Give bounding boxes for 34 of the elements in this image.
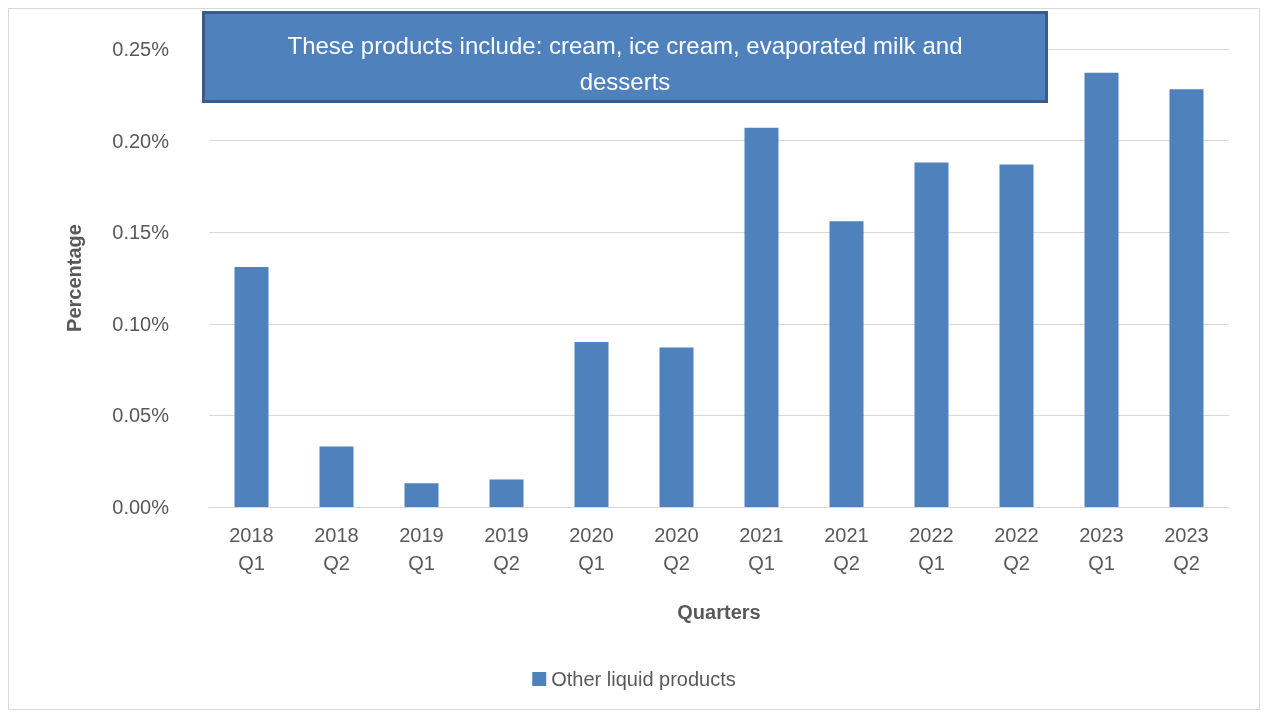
x-axis-title: Quarters [677, 601, 761, 623]
x-tick-label: 2023 Q1 [1079, 524, 1124, 574]
y-tick-label: 0.25% [112, 38, 170, 60]
y-tick-label: 0.00% [112, 496, 170, 518]
bar [404, 483, 439, 507]
y-tick-label: 0.15% [112, 221, 170, 244]
x-tick-label: 2023 Q2 [1164, 524, 1209, 574]
y-tick-label: 0.05% [112, 404, 170, 427]
bar [319, 446, 354, 507]
x-tick-label: 2021 Q1 [739, 524, 784, 574]
legend-label: Other liquid products [551, 668, 736, 690]
bar [1084, 72, 1119, 507]
x-tick-label: 2021 Q2 [824, 524, 869, 574]
x-tick-label: 2022 Q1 [909, 524, 954, 574]
x-tick-label: 2019 Q2 [484, 524, 529, 574]
bar [234, 267, 269, 507]
x-tick-label: 2020 Q1 [569, 524, 614, 574]
x-tick-label: 2018 Q2 [314, 524, 359, 574]
x-tick-label: 2019 Q1 [399, 524, 444, 574]
bar [1169, 89, 1204, 507]
bar [829, 221, 864, 507]
bar [574, 342, 609, 507]
bar [744, 127, 779, 507]
x-tick-label: 2020 Q2 [654, 524, 699, 574]
y-axis-title: Percentage [63, 224, 85, 332]
x-tick-label: 2022 Q2 [994, 524, 1039, 574]
y-tick-label: 0.20% [112, 129, 170, 152]
callout-box: These products include: cream, ice cream, evaporated milk and desserts [202, 11, 1048, 103]
bar [914, 162, 949, 507]
bar [999, 164, 1034, 507]
x-tick-label: 2018 Q1 [229, 524, 274, 574]
y-tick-label: 0.10% [112, 312, 170, 335]
bar [659, 347, 694, 507]
bar [489, 479, 524, 507]
